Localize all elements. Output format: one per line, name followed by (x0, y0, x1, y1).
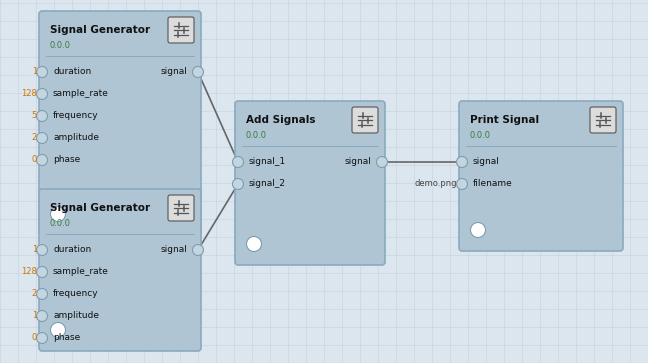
Circle shape (470, 223, 485, 237)
Text: 128: 128 (21, 90, 37, 98)
Text: frequency: frequency (53, 290, 98, 298)
Text: phase: phase (53, 334, 80, 343)
Text: duration: duration (53, 245, 91, 254)
Text: signal: signal (473, 158, 500, 167)
Text: signal: signal (344, 158, 371, 167)
Circle shape (36, 310, 47, 322)
Text: signal: signal (160, 68, 187, 77)
Text: 0: 0 (32, 155, 37, 164)
Text: 5: 5 (32, 111, 37, 121)
Text: 0.0.0: 0.0.0 (470, 131, 491, 140)
Circle shape (36, 66, 47, 77)
Circle shape (36, 89, 47, 99)
Circle shape (36, 132, 47, 143)
Text: phase: phase (53, 155, 80, 164)
Text: sample_rate: sample_rate (53, 90, 109, 98)
Text: frequency: frequency (53, 111, 98, 121)
Text: 128: 128 (21, 268, 37, 277)
Text: sample_rate: sample_rate (53, 268, 109, 277)
FancyBboxPatch shape (168, 195, 194, 221)
Text: signal_1: signal_1 (249, 158, 286, 167)
Text: signal_2: signal_2 (249, 179, 286, 188)
Text: 1: 1 (32, 245, 37, 254)
Circle shape (51, 207, 65, 221)
Text: 0.0.0: 0.0.0 (246, 131, 267, 140)
Text: signal: signal (160, 245, 187, 254)
Text: Signal Generator: Signal Generator (50, 203, 150, 213)
Text: duration: duration (53, 68, 91, 77)
FancyBboxPatch shape (235, 101, 385, 265)
Circle shape (36, 289, 47, 299)
FancyBboxPatch shape (168, 17, 194, 43)
Text: Add Signals: Add Signals (246, 115, 316, 125)
Circle shape (36, 266, 47, 277)
FancyBboxPatch shape (459, 101, 623, 251)
Text: demo.png: demo.png (415, 179, 457, 188)
Circle shape (192, 66, 203, 77)
Text: amplitude: amplitude (53, 134, 99, 143)
Text: 1: 1 (32, 311, 37, 321)
FancyBboxPatch shape (39, 189, 201, 351)
Text: 0.0.0: 0.0.0 (50, 220, 71, 228)
Text: amplitude: amplitude (53, 311, 99, 321)
Text: 0.0.0: 0.0.0 (50, 41, 71, 50)
Text: 1: 1 (32, 68, 37, 77)
Text: 2: 2 (32, 290, 37, 298)
Circle shape (233, 179, 244, 189)
Circle shape (456, 179, 467, 189)
FancyBboxPatch shape (352, 107, 378, 133)
FancyBboxPatch shape (39, 11, 201, 235)
Circle shape (456, 156, 467, 167)
Text: 2: 2 (32, 134, 37, 143)
Circle shape (36, 110, 47, 122)
Circle shape (36, 155, 47, 166)
Text: 0: 0 (32, 334, 37, 343)
Circle shape (51, 322, 65, 338)
Circle shape (36, 333, 47, 343)
Text: Signal Generator: Signal Generator (50, 25, 150, 35)
Text: Print Signal: Print Signal (470, 115, 539, 125)
Circle shape (376, 156, 388, 167)
Text: filename: filename (473, 179, 513, 188)
FancyBboxPatch shape (590, 107, 616, 133)
Circle shape (246, 237, 262, 252)
Circle shape (233, 156, 244, 167)
Circle shape (192, 245, 203, 256)
Circle shape (36, 245, 47, 256)
